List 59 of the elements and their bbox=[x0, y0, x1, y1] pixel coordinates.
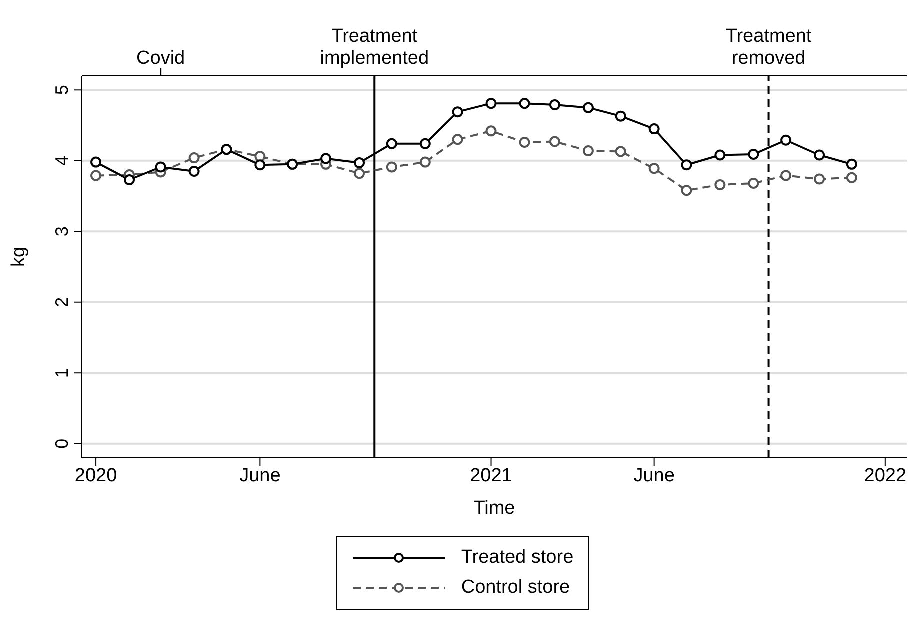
point bbox=[814, 150, 826, 161]
point bbox=[615, 110, 626, 122]
x-tick-label: June bbox=[634, 465, 675, 486]
point bbox=[648, 163, 660, 174]
point bbox=[519, 136, 530, 148]
x-tick-label: 2022 bbox=[864, 465, 907, 486]
y-tick-label: 0 bbox=[52, 438, 72, 449]
point bbox=[386, 138, 398, 150]
point bbox=[748, 149, 760, 160]
legend-label: Treated store bbox=[461, 547, 574, 569]
annotation: Covid bbox=[136, 48, 186, 69]
point bbox=[420, 156, 431, 168]
point bbox=[254, 151, 266, 162]
point bbox=[188, 166, 200, 177]
point bbox=[320, 153, 332, 164]
point bbox=[748, 178, 760, 190]
point bbox=[814, 174, 826, 185]
point bbox=[615, 146, 626, 158]
point bbox=[386, 162, 398, 173]
x-axis-title: Time bbox=[474, 498, 516, 519]
point bbox=[155, 162, 166, 173]
point bbox=[780, 170, 792, 182]
y-tick-label: 1 bbox=[52, 368, 72, 378]
point bbox=[846, 158, 858, 170]
ref-line-label: Treatment removed bbox=[726, 26, 812, 69]
legend-label: Control store bbox=[461, 577, 570, 599]
point bbox=[846, 172, 858, 184]
point bbox=[549, 100, 560, 111]
point bbox=[486, 98, 497, 110]
point bbox=[681, 185, 692, 196]
point bbox=[452, 134, 464, 146]
y-tick-label: 4 bbox=[52, 156, 72, 166]
point bbox=[254, 160, 266, 171]
y-tick-label: 2 bbox=[52, 297, 72, 308]
point bbox=[714, 179, 726, 190]
point bbox=[188, 152, 200, 164]
point bbox=[519, 98, 530, 110]
x-tick-label: 2021 bbox=[470, 465, 512, 486]
point bbox=[681, 160, 692, 171]
point bbox=[714, 150, 726, 161]
point bbox=[90, 170, 102, 182]
point bbox=[582, 102, 594, 114]
point bbox=[486, 126, 497, 137]
x-tick-label: 2020 bbox=[74, 465, 118, 486]
point bbox=[780, 134, 792, 146]
point bbox=[452, 106, 464, 118]
point bbox=[648, 124, 660, 135]
y-tick-label: 5 bbox=[52, 85, 72, 96]
y-axis-title: kg bbox=[8, 246, 30, 267]
point bbox=[124, 174, 136, 186]
point bbox=[582, 145, 594, 156]
y-tick-label: 3 bbox=[52, 226, 72, 237]
point bbox=[354, 168, 366, 180]
point bbox=[354, 158, 366, 169]
point bbox=[90, 156, 102, 168]
point bbox=[549, 136, 560, 148]
ref-line-label: Treatment implemented bbox=[320, 26, 430, 69]
x-tick-label: June bbox=[240, 465, 281, 486]
point bbox=[420, 138, 431, 150]
